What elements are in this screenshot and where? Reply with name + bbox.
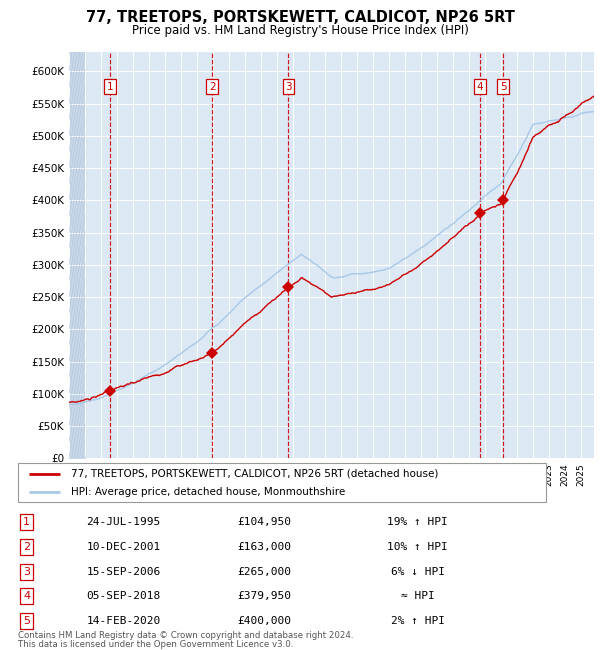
Text: 05-SEP-2018: 05-SEP-2018 bbox=[86, 592, 161, 601]
Text: 3: 3 bbox=[285, 81, 292, 92]
Text: 77, TREETOPS, PORTSKEWETT, CALDICOT, NP26 5RT (detached house): 77, TREETOPS, PORTSKEWETT, CALDICOT, NP2… bbox=[71, 469, 438, 478]
Text: 4: 4 bbox=[23, 592, 30, 601]
Text: HPI: Average price, detached house, Monmouthshire: HPI: Average price, detached house, Monm… bbox=[71, 487, 345, 497]
Text: 1: 1 bbox=[107, 81, 113, 92]
Text: 2% ↑ HPI: 2% ↑ HPI bbox=[391, 616, 445, 626]
Text: 4: 4 bbox=[477, 81, 484, 92]
Text: £400,000: £400,000 bbox=[238, 616, 292, 626]
Text: £379,950: £379,950 bbox=[238, 592, 292, 601]
Text: 2: 2 bbox=[209, 81, 215, 92]
Text: 19% ↑ HPI: 19% ↑ HPI bbox=[387, 517, 448, 527]
Text: 10% ↑ HPI: 10% ↑ HPI bbox=[387, 542, 448, 552]
Text: This data is licensed under the Open Government Licence v3.0.: This data is licensed under the Open Gov… bbox=[18, 640, 293, 649]
Text: 3: 3 bbox=[23, 567, 30, 577]
Text: 2: 2 bbox=[23, 542, 30, 552]
Text: £163,000: £163,000 bbox=[238, 542, 292, 552]
Text: 1: 1 bbox=[23, 517, 30, 527]
Text: 10-DEC-2001: 10-DEC-2001 bbox=[86, 542, 161, 552]
Text: 15-SEP-2006: 15-SEP-2006 bbox=[86, 567, 161, 577]
Text: £265,000: £265,000 bbox=[238, 567, 292, 577]
Text: 5: 5 bbox=[500, 81, 506, 92]
Text: ≈ HPI: ≈ HPI bbox=[401, 592, 434, 601]
Text: 77, TREETOPS, PORTSKEWETT, CALDICOT, NP26 5RT: 77, TREETOPS, PORTSKEWETT, CALDICOT, NP2… bbox=[86, 10, 514, 25]
Text: 24-JUL-1995: 24-JUL-1995 bbox=[86, 517, 161, 527]
Text: 6% ↓ HPI: 6% ↓ HPI bbox=[391, 567, 445, 577]
Text: 5: 5 bbox=[23, 616, 30, 626]
Text: Contains HM Land Registry data © Crown copyright and database right 2024.: Contains HM Land Registry data © Crown c… bbox=[18, 631, 353, 640]
Text: £104,950: £104,950 bbox=[238, 517, 292, 527]
Text: 14-FEB-2020: 14-FEB-2020 bbox=[86, 616, 161, 626]
Text: Price paid vs. HM Land Registry's House Price Index (HPI): Price paid vs. HM Land Registry's House … bbox=[131, 24, 469, 37]
